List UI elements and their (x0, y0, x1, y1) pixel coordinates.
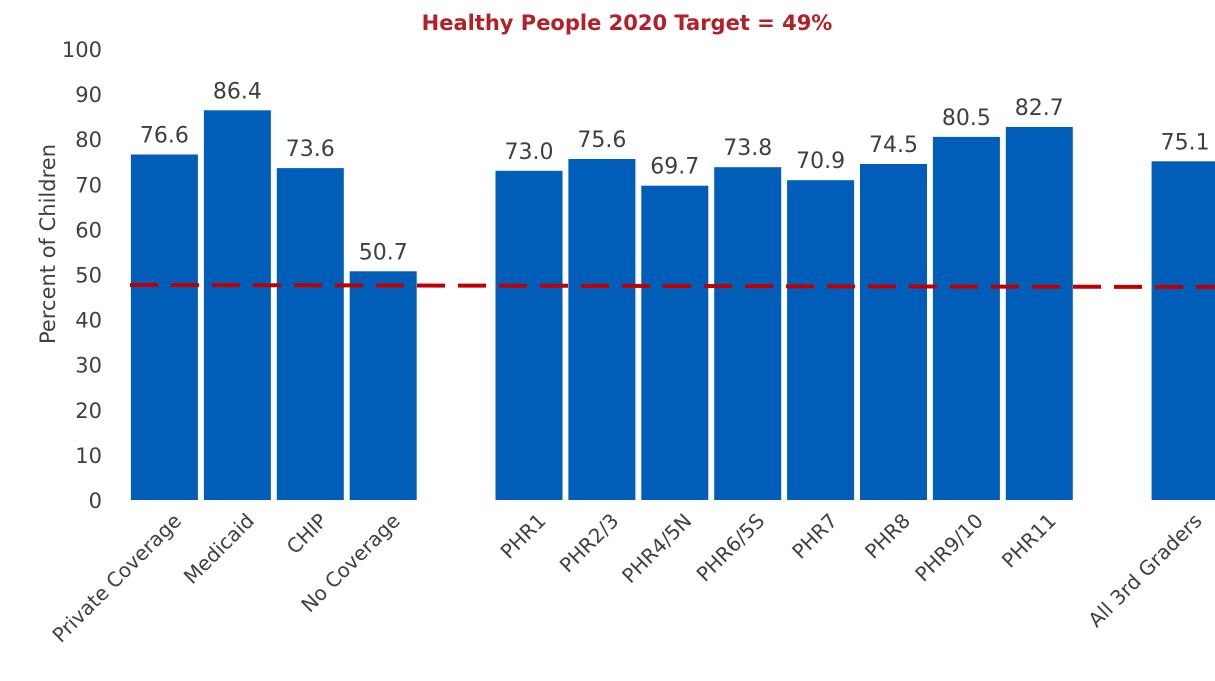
bar (932, 136, 1000, 500)
x-category-label: PHR6/5S (692, 509, 770, 587)
bar (641, 185, 709, 500)
bar-value-label: 69.7 (650, 155, 699, 180)
bar-value-label: 73.6 (286, 137, 335, 162)
y-axis-ticks: 0 10 20 30 40 50 60 70 80 90 100 (62, 38, 102, 513)
x-category-label: PHR1 (496, 509, 551, 564)
y-tick-label: 30 (75, 354, 102, 378)
x-category-label: PHR4/5N (617, 509, 696, 588)
y-tick-label: 70 (75, 173, 102, 197)
target-reference-line (129, 283, 1215, 289)
x-category-label: PHR8 (860, 509, 915, 564)
x-category-label: PHR7 (787, 509, 842, 564)
y-tick-label: 0 (89, 489, 102, 513)
x-category-label: PHR11 (997, 509, 1061, 573)
bar-value-label: 75.6 (577, 128, 626, 153)
bar (860, 164, 927, 500)
bar-value-label: 73.0 (505, 140, 554, 165)
x-category-label: PHR2/3 (555, 509, 624, 578)
x-category-label: PHR9/10 (910, 509, 988, 587)
y-tick-label: 90 (75, 83, 102, 107)
target-line-group (129, 283, 1215, 289)
y-tick-label: 100 (62, 38, 102, 62)
y-axis-title: Percent of Children (36, 144, 60, 344)
bar (714, 167, 782, 500)
x-category-label: CHIP (282, 509, 332, 559)
bar-value-label: 76.6 (140, 124, 189, 149)
y-tick-label: 40 (75, 309, 102, 333)
bar (130, 154, 198, 500)
y-tick-label: 50 (75, 264, 102, 288)
bar-value-label: 75.1 (1161, 130, 1210, 155)
bar (1005, 127, 1073, 500)
x-category-label: Medicaid (179, 509, 259, 589)
bar (568, 159, 636, 500)
chart-title: Healthy People 2020 Target = 49% (422, 11, 833, 35)
bar (276, 168, 344, 500)
y-tick-label: 10 (75, 444, 102, 468)
bar (787, 180, 855, 500)
bar-value-label: 74.5 (869, 133, 918, 158)
x-category-label: Private Coverage (47, 509, 186, 648)
bar (495, 170, 563, 501)
bar (349, 271, 417, 500)
bar (1151, 161, 1215, 501)
data-labels: 76.6 86.4 73.6 50.7 73.0 75.6 69.7 73.8 70.9 74.5… (140, 79, 1210, 265)
y-tick-label: 20 (75, 399, 102, 423)
bar-value-label: 80.5 (942, 106, 991, 131)
y-tick-label: 60 (75, 218, 102, 242)
bar (203, 110, 271, 501)
bar-value-label: 50.7 (359, 240, 408, 265)
bar-value-label: 82.7 (1015, 96, 1064, 121)
bar-value-label: 70.9 (796, 149, 845, 174)
bar-series (130, 110, 1215, 501)
x-category-label: All 3rd Graders (1083, 509, 1206, 632)
bar-value-label: 73.8 (723, 136, 772, 161)
bar-value-label: 86.4 (213, 79, 262, 104)
y-tick-label: 80 (75, 128, 102, 152)
